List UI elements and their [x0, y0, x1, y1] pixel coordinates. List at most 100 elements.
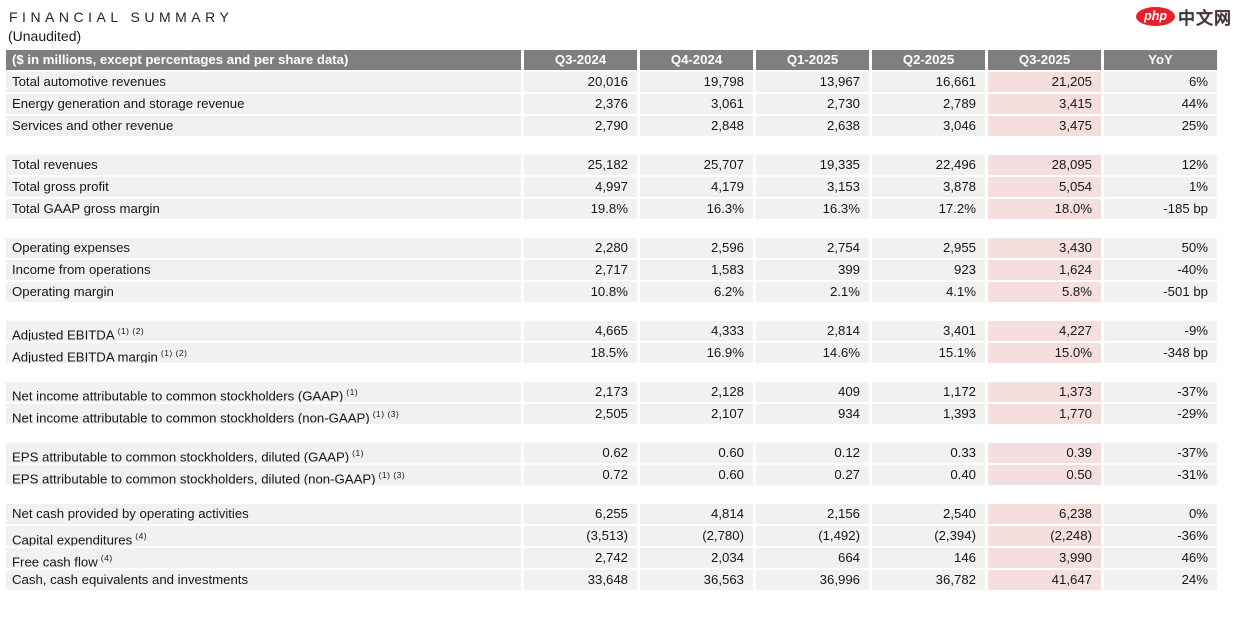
table-corner-label: ($ in millions, except percentages and p… [6, 50, 521, 70]
value-cell: -185 bp [1104, 199, 1217, 219]
value-cell: 0.33 [872, 443, 985, 463]
table-section-1: Total automotive revenues 20,016 19,798 13,… [6, 72, 1217, 136]
value-cell: 0.39 [988, 443, 1101, 463]
value-cell: (1,492) [756, 526, 869, 546]
value-cell: -31% [1104, 465, 1217, 485]
value-cell: 2,505 [524, 404, 637, 424]
table-row: Net cash provided by operating activitie… [6, 504, 1217, 524]
value-cell: 4,333 [640, 321, 753, 341]
value-cell: 0.72 [524, 465, 637, 485]
row-label-text: Adjusted EBITDA margin [12, 349, 158, 363]
value-cell: 0.60 [640, 465, 753, 485]
row-label-text: Services and other revenue [12, 118, 174, 133]
row-label: Income from operations [6, 260, 521, 280]
value-cell: 25% [1104, 116, 1217, 136]
row-label-text: Income from operations [12, 262, 151, 277]
value-cell: 18.5% [524, 343, 637, 363]
table-section-3: Operating expenses 2,280 2,596 2,754 2,955 3,… [6, 238, 1217, 302]
footnote-ref: (4) [100, 553, 113, 563]
value-cell: -40% [1104, 260, 1217, 280]
value-cell: 3,061 [640, 94, 753, 114]
table-row: Net income attributable to common stockh… [6, 382, 1217, 402]
value-cell: 2,955 [872, 238, 985, 258]
value-cell: 4,814 [640, 504, 753, 524]
row-label-text: Total automotive revenues [12, 74, 166, 89]
row-label-text: Cash, cash equivalents and investments [12, 572, 249, 587]
table-row: Operating margin 10.8% 6.2% 2.1% 4.1% 5.8% -50… [6, 282, 1217, 302]
row-label: Operating expenses [6, 238, 521, 258]
value-cell: 18.0% [988, 199, 1101, 219]
value-cell: 0.62 [524, 443, 637, 463]
value-cell: 0.50 [988, 465, 1101, 485]
row-label-text: Capital expenditures [12, 532, 133, 546]
table-row: Adjusted EBITDA (1) (2) 4,665 4,333 2,814 3,4… [6, 321, 1217, 341]
value-cell: 2,107 [640, 404, 753, 424]
value-cell: 46% [1104, 548, 1217, 568]
row-label: Total GAAP gross margin [6, 199, 521, 219]
row-label: Total gross profit [6, 177, 521, 197]
row-label-text: Total GAAP gross margin [12, 201, 160, 216]
table-row: Services and other revenue 2,790 2,848 2,63… [6, 116, 1217, 136]
table-row: Energy generation and storage revenue 2,3… [6, 94, 1217, 114]
value-cell: 4,665 [524, 321, 637, 341]
value-cell: 3,990 [988, 548, 1101, 568]
row-label: Net cash provided by operating activitie… [6, 504, 521, 524]
row-label-text: Free cash flow [12, 554, 98, 568]
footnote-ref: (1) (3) [372, 409, 400, 419]
value-cell: 28,095 [988, 155, 1101, 175]
value-cell: 3,401 [872, 321, 985, 341]
value-cell: 3,046 [872, 116, 985, 136]
row-label-text: Total revenues [12, 157, 98, 172]
table-row: Income from operations 2,717 1,583 399 923 1,… [6, 260, 1217, 280]
value-cell: 1,393 [872, 404, 985, 424]
php-cn-logo: php 中文网 [1136, 4, 1232, 29]
row-label: Total automotive revenues [6, 72, 521, 92]
table-row: Net income attributable to common stockh… [6, 404, 1217, 424]
value-cell: 22,496 [872, 155, 985, 175]
value-cell: 2,280 [524, 238, 637, 258]
table-section-6: EPS attributable to common stockholders,… [6, 443, 1217, 485]
value-cell: 1,770 [988, 404, 1101, 424]
row-label: Operating margin [6, 282, 521, 302]
value-cell: 2,814 [756, 321, 869, 341]
value-cell: 19,335 [756, 155, 869, 175]
value-cell: 10.8% [524, 282, 637, 302]
row-label-text: Energy generation and storage revenue [12, 96, 245, 111]
value-cell: 6,255 [524, 504, 637, 524]
value-cell: 6,238 [988, 504, 1101, 524]
table-row: Free cash flow (4) 2,742 2,034 664 146 3,990 46… [6, 548, 1217, 568]
row-label: Services and other revenue [6, 116, 521, 136]
value-cell: 0.60 [640, 443, 753, 463]
value-cell: 2,848 [640, 116, 753, 136]
column-header-q4-2024: Q4-2024 [640, 50, 753, 70]
value-cell: 1,172 [872, 382, 985, 402]
value-cell: 20,016 [524, 72, 637, 92]
value-cell: 2,730 [756, 94, 869, 114]
value-cell: 2,789 [872, 94, 985, 114]
value-cell: -36% [1104, 526, 1217, 546]
value-cell: 36,996 [756, 570, 869, 590]
value-cell: 4.1% [872, 282, 985, 302]
row-label: Total revenues [6, 155, 521, 175]
row-label: Energy generation and storage revenue [6, 94, 521, 114]
value-cell: 2.1% [756, 282, 869, 302]
table-row: Total revenues 25,182 25,707 19,335 22,496 28… [6, 155, 1217, 175]
value-cell: 0.12 [756, 443, 869, 463]
value-cell: 2,638 [756, 116, 869, 136]
value-cell: 2,156 [756, 504, 869, 524]
value-cell: 2,717 [524, 260, 637, 280]
value-cell: -348 bp [1104, 343, 1217, 363]
row-label: EPS attributable to common stockholders,… [6, 443, 521, 463]
value-cell: 25,182 [524, 155, 637, 175]
value-cell: 1,583 [640, 260, 753, 280]
value-cell: 4,997 [524, 177, 637, 197]
value-cell: 3,878 [872, 177, 985, 197]
row-label-text: EPS attributable to common stockholders,… [12, 449, 350, 463]
footnote-ref: (1) (2) [160, 348, 188, 358]
value-cell: 5,054 [988, 177, 1101, 197]
value-cell: (3,513) [524, 526, 637, 546]
row-label: Adjusted EBITDA margin (1) (2) [6, 343, 521, 363]
value-cell: 2,540 [872, 504, 985, 524]
table-row: EPS attributable to common stockholders,… [6, 443, 1217, 463]
